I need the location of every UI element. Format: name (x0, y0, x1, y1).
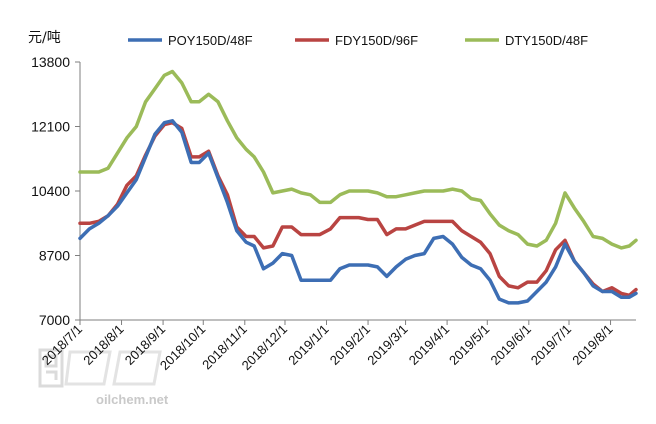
series-line-dty150d-48f (78, 69, 638, 250)
y-unit-label: 元/吨 (28, 30, 61, 46)
x-tick-label: 2019/5/1 (446, 322, 492, 368)
watermark-text: oilchem.net (96, 392, 169, 407)
y-tick-label: 8700 (39, 248, 70, 264)
x-tick-label: 2019/1/1 (285, 322, 331, 368)
y-tick-label: 13800 (31, 54, 70, 70)
y-tick-label: 12100 (31, 119, 70, 135)
legend-label: DTY150D/48F (505, 33, 588, 48)
x-tick-label: 2019/4/1 (406, 322, 452, 368)
y-tick-label: 7000 (39, 312, 70, 328)
plot-area (78, 69, 638, 305)
x-tick-label: 2019/6/1 (488, 322, 534, 368)
x-tick-label: 2019/7/1 (528, 322, 574, 368)
y-tick-label: 10400 (31, 183, 70, 199)
series-line-poy150d-48f (78, 119, 638, 305)
legend-label: FDY150D/96F (335, 33, 418, 48)
legend: POY150D/48F FDY150D/96F DTY150D/48F (128, 33, 588, 48)
watermark-logo (38, 348, 162, 388)
y-axis: 7000 8700 10400 12100 13800 (31, 54, 81, 328)
x-tick-label: 2019/8/1 (569, 322, 615, 368)
x-tick-label: 2019/3/1 (364, 322, 410, 368)
x-axis: 2018/7/12018/8/12018/9/12018/10/12018/11… (39, 319, 636, 373)
legend-label: POY150D/48F (168, 33, 253, 48)
x-tick-label: 2019/2/1 (327, 322, 373, 368)
